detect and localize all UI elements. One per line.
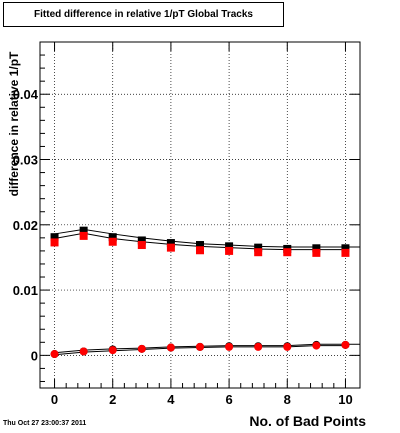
square-marker <box>108 233 117 242</box>
circle-marker <box>341 340 350 349</box>
x-tick-label: 6 <box>225 392 232 407</box>
x-tick-label: 2 <box>109 392 116 407</box>
data-points <box>50 226 350 359</box>
square-marker <box>196 246 204 255</box>
circle-marker <box>283 342 292 351</box>
grid-lines <box>40 42 360 388</box>
y-axis-label: difference in relative 1/pT <box>7 51 21 197</box>
square-marker <box>254 248 263 257</box>
square-marker <box>196 241 204 250</box>
square-marker <box>283 248 292 257</box>
chart-title: Fitted difference in relative 1/pT Globa… <box>3 2 284 27</box>
timestamp: Thu Oct 27 23:00:37 2011 <box>3 420 87 427</box>
square-marker <box>137 241 146 250</box>
circle-marker <box>108 346 117 355</box>
x-tick-label: 0 <box>51 392 58 407</box>
square-marker <box>166 243 175 252</box>
axis-ticks: 0 2 4 6 8 10 0 0.01 0.02 0.03 0.04 <box>13 42 360 407</box>
circle-marker <box>225 342 234 351</box>
circle-marker <box>166 343 175 352</box>
square-marker <box>254 243 263 252</box>
square-marker <box>50 233 59 242</box>
square-marker <box>79 226 88 235</box>
square-marker <box>341 248 350 257</box>
circle-marker <box>137 344 146 353</box>
square-marker <box>225 242 234 251</box>
x-tick-label: 10 <box>338 392 352 407</box>
y-tick-label: 0.01 <box>13 283 38 298</box>
square-marker <box>225 246 234 255</box>
square-marker <box>312 248 321 257</box>
plot-frame <box>39 41 361 389</box>
circle-marker <box>50 350 59 359</box>
square-marker <box>312 244 321 253</box>
y-tick-label: 0 <box>31 348 38 363</box>
square-marker <box>166 239 175 248</box>
circle-marker <box>79 347 88 356</box>
square-marker <box>108 237 117 246</box>
x-tick-label: 8 <box>284 392 291 407</box>
x-tick-label: 4 <box>167 392 175 407</box>
circle-marker <box>254 342 263 351</box>
square-marker <box>50 238 59 247</box>
x-axis-label: No. of Bad Points <box>249 413 366 429</box>
square-marker <box>79 231 88 240</box>
circle-marker <box>312 341 321 350</box>
square-marker <box>341 244 350 253</box>
y-tick-label: 0.03 <box>13 153 38 168</box>
circle-marker <box>196 342 204 351</box>
y-tick-label: 0.02 <box>13 218 38 233</box>
square-marker <box>137 236 146 245</box>
y-tick-label: 0.04 <box>13 87 39 102</box>
